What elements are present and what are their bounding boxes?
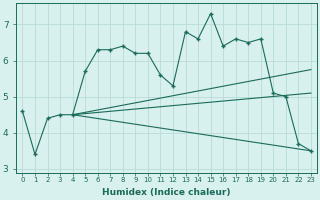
X-axis label: Humidex (Indice chaleur): Humidex (Indice chaleur)	[102, 188, 231, 197]
